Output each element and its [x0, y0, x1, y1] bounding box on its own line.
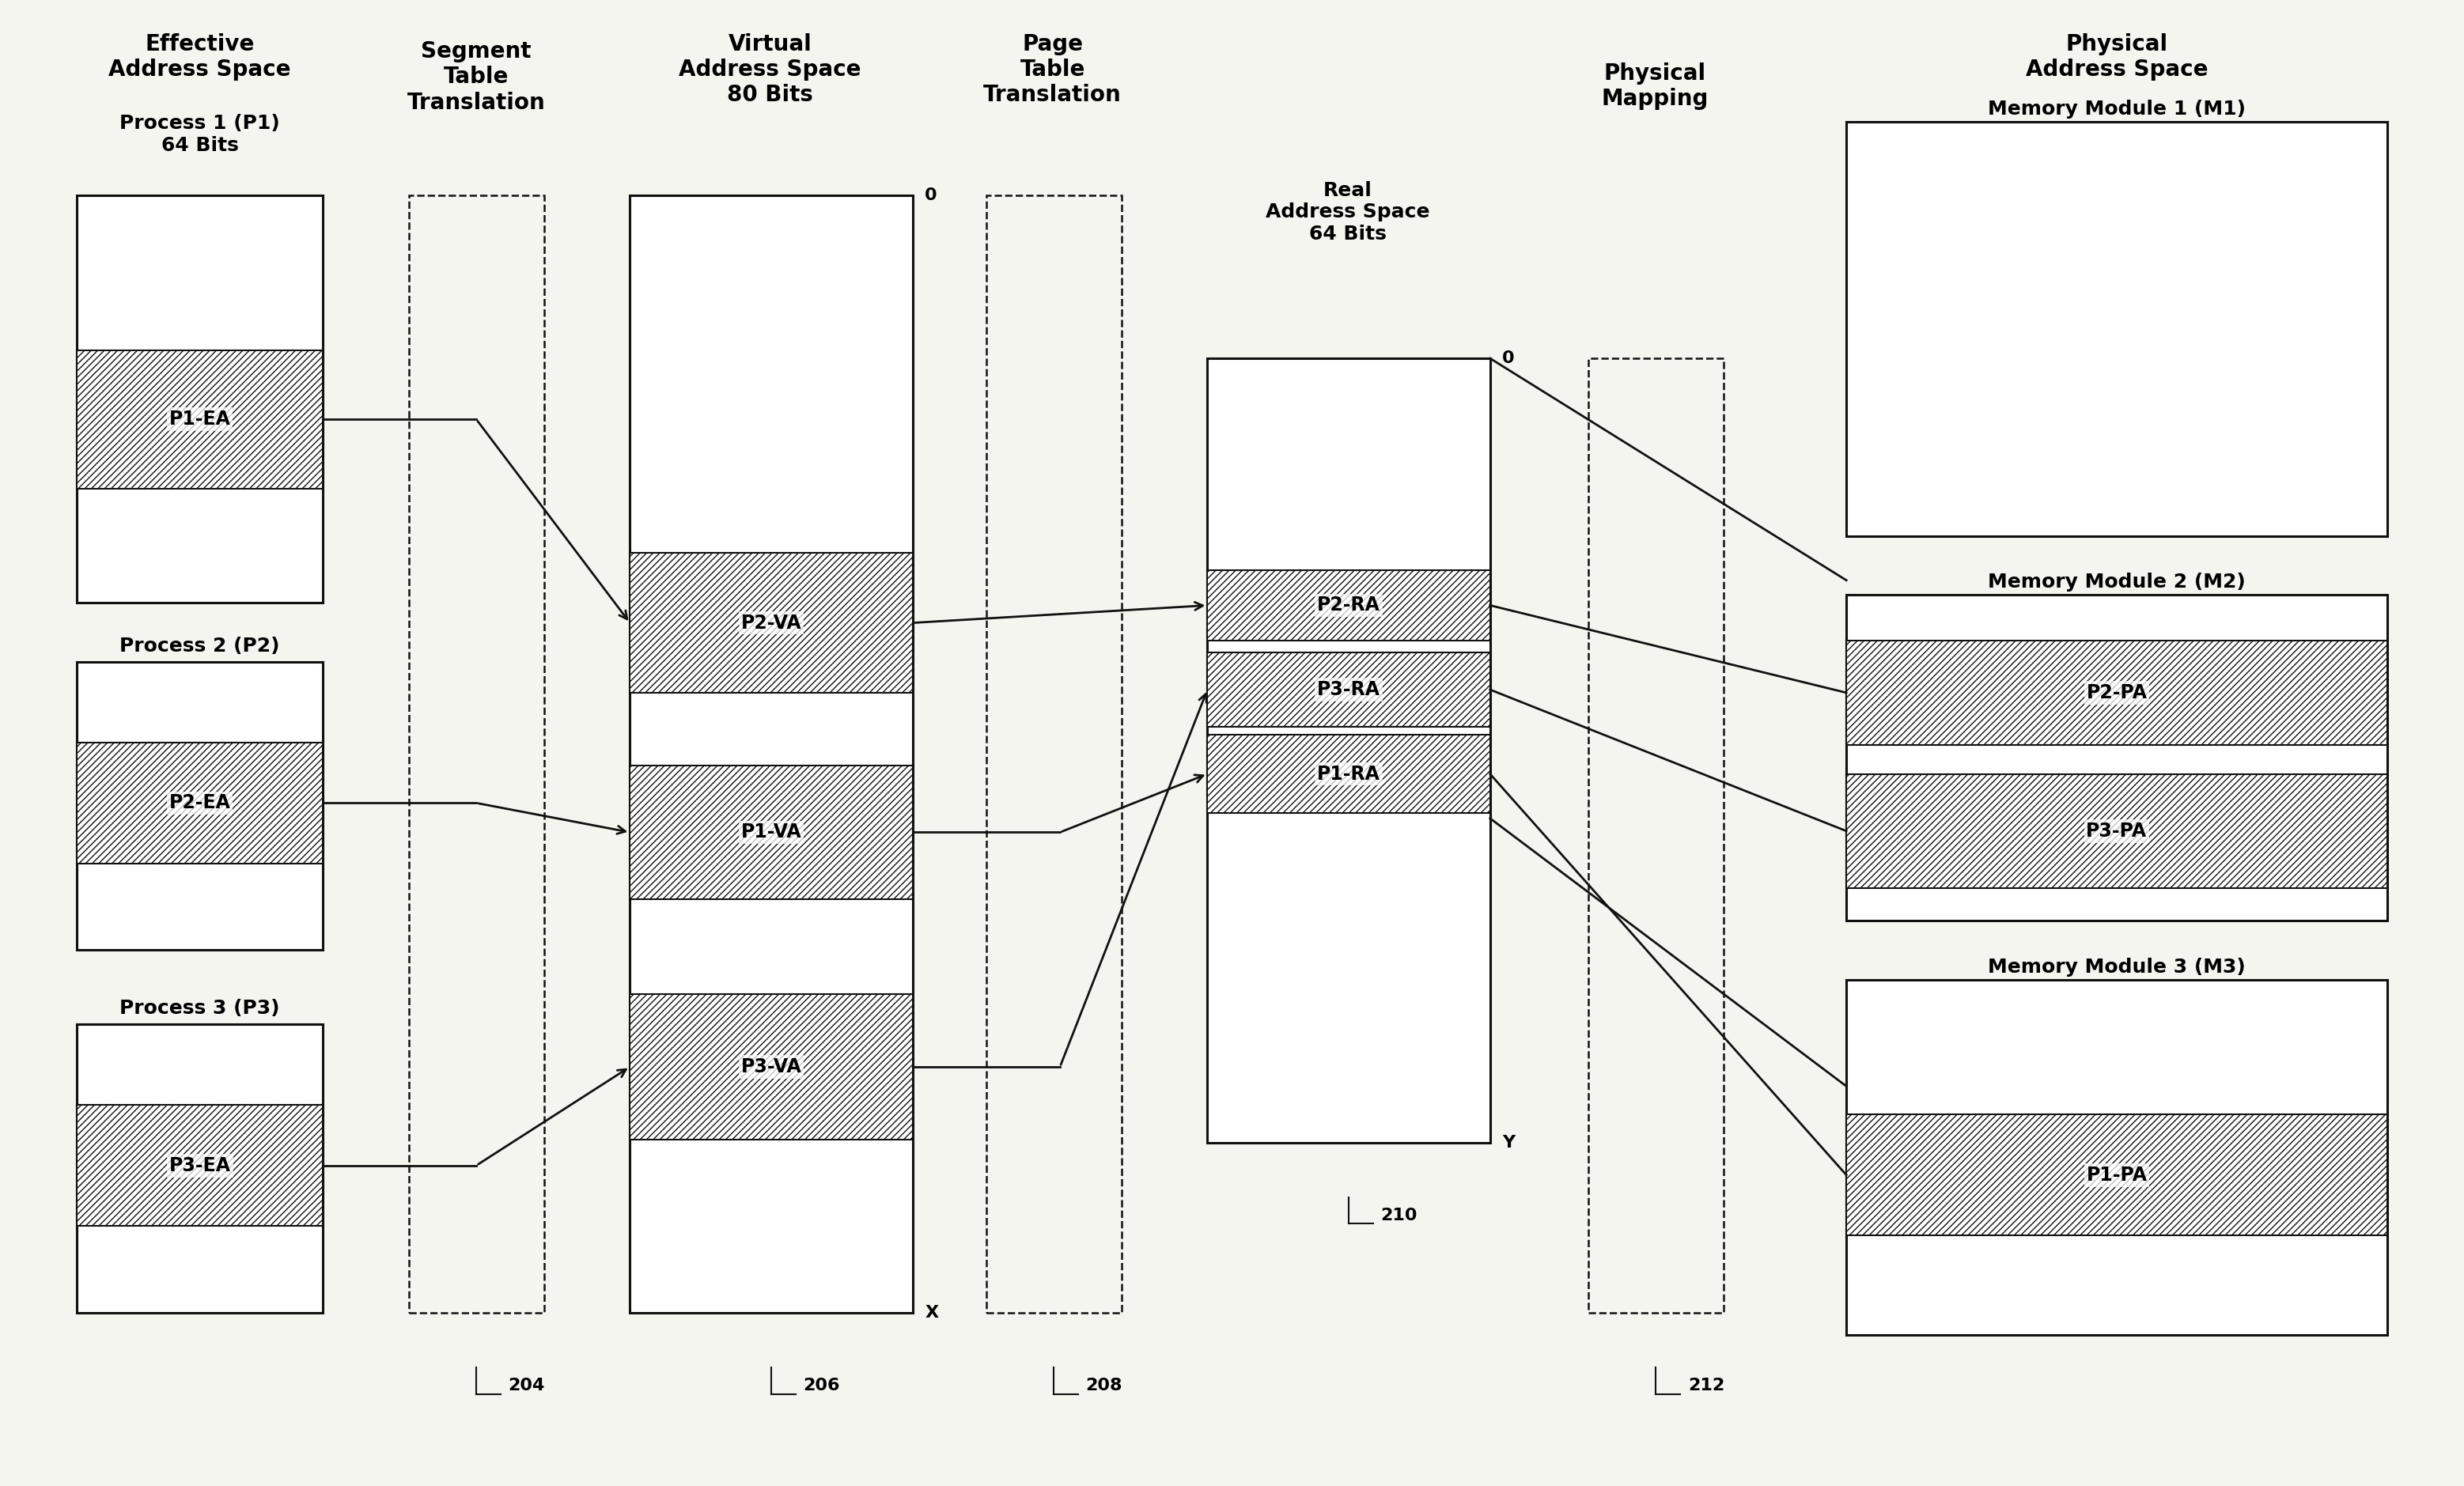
Text: Memory Module 2 (M2): Memory Module 2 (M2)	[1988, 574, 2245, 591]
Text: 212: 212	[1688, 1378, 1725, 1394]
Bar	[631, 553, 912, 692]
Text: Effective
Address Space: Effective Address Space	[108, 33, 291, 80]
Text: P3-PA: P3-PA	[2087, 822, 2146, 841]
Text: P1-VA: P1-VA	[742, 823, 801, 841]
Bar	[1846, 1114, 2388, 1235]
Bar	[1589, 358, 1722, 1312]
Bar	[631, 765, 912, 899]
Bar	[986, 196, 1121, 1312]
Text: X: X	[924, 1305, 939, 1321]
Bar	[1207, 652, 1491, 727]
Text: Segment
Table
Translation: Segment Table Translation	[407, 40, 545, 113]
Bar	[76, 1024, 323, 1312]
Bar	[76, 351, 323, 489]
Bar	[1207, 734, 1491, 813]
Text: 208: 208	[1087, 1378, 1124, 1394]
Bar	[1207, 358, 1491, 1143]
Text: Real
Address Space
64 Bits: Real Address Space 64 Bits	[1266, 181, 1429, 244]
Text: Memory Module 3 (M3): Memory Module 3 (M3)	[1988, 957, 2245, 976]
Text: Physical
Mapping: Physical Mapping	[1602, 62, 1708, 110]
Text: 0: 0	[1503, 351, 1515, 366]
Text: P3-VA: P3-VA	[742, 1058, 801, 1076]
Text: P2-RA: P2-RA	[1318, 596, 1380, 615]
Text: Physical
Address Space: Physical Address Space	[2025, 33, 2208, 80]
Text: P3-EA: P3-EA	[170, 1156, 232, 1175]
Text: Memory Module 1 (M1): Memory Module 1 (M1)	[1988, 100, 2245, 119]
Bar	[76, 743, 323, 863]
Bar	[1846, 774, 2388, 889]
Text: P2-PA: P2-PA	[2087, 684, 2146, 703]
Bar	[76, 1106, 323, 1226]
Text: 206: 206	[803, 1378, 840, 1394]
Text: Process 3 (P3): Process 3 (P3)	[121, 999, 281, 1018]
Text: 204: 204	[508, 1378, 545, 1394]
Bar	[1207, 571, 1491, 640]
Text: Process 2 (P2): Process 2 (P2)	[121, 636, 281, 655]
Bar	[1846, 594, 2388, 920]
Bar	[409, 196, 545, 1312]
Text: Page
Table
Translation: Page Table Translation	[983, 33, 1121, 107]
Bar	[76, 661, 323, 950]
Text: 0: 0	[924, 187, 936, 204]
Text: P1-EA: P1-EA	[170, 410, 232, 429]
Text: P2-EA: P2-EA	[170, 794, 232, 813]
Bar	[631, 994, 912, 1140]
Bar	[1846, 122, 2388, 536]
Text: P1-PA: P1-PA	[2087, 1165, 2146, 1184]
Text: P3-RA: P3-RA	[1318, 681, 1380, 698]
Bar	[631, 196, 912, 1312]
Text: Virtual
Address Space
80 Bits: Virtual Address Space 80 Bits	[680, 33, 862, 107]
Text: 210: 210	[1380, 1208, 1417, 1224]
Text: P1-RA: P1-RA	[1318, 764, 1380, 783]
Text: Process 1 (P1)
64 Bits: Process 1 (P1) 64 Bits	[121, 114, 281, 155]
Text: P2-VA: P2-VA	[742, 614, 801, 633]
Bar	[1846, 640, 2388, 744]
Bar	[1846, 979, 2388, 1334]
Text: Y: Y	[1503, 1134, 1515, 1150]
Bar	[76, 196, 323, 602]
